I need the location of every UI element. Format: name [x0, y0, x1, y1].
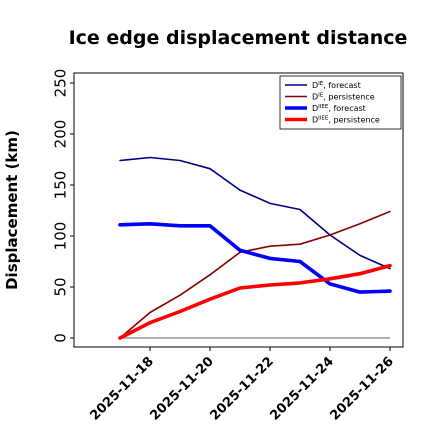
y-tick-label: 250 — [52, 69, 70, 98]
y-tick-label: 150 — [52, 171, 70, 200]
chart-title: Ice edge displacement distance — [69, 27, 408, 49]
x-tick-label: 2025-11-26 — [327, 354, 396, 423]
legend: DIE, forecast DIE, persistence DIIEE, fore… — [279, 75, 402, 130]
y-axis-label: Displacement (km) — [3, 130, 21, 290]
y-tick-label: 100 — [52, 222, 70, 251]
legend-label: DIE, persistence — [312, 93, 375, 102]
series-line-2 — [119, 210, 391, 339]
legend-label: DIIEE, forecast — [312, 104, 366, 113]
series-line-1 — [119, 156, 391, 270]
legend-label: DIE, forecast — [312, 81, 361, 90]
plot-frame — [73, 72, 404, 348]
series-line-4 — [118, 263, 392, 340]
y-tick-label: 50 — [52, 277, 70, 296]
series-line-3 — [118, 222, 392, 294]
legend-label: DIIEE, persistence — [312, 116, 380, 125]
y-tick-label: 200 — [52, 120, 70, 149]
y-tick-label: 0 — [52, 333, 70, 343]
